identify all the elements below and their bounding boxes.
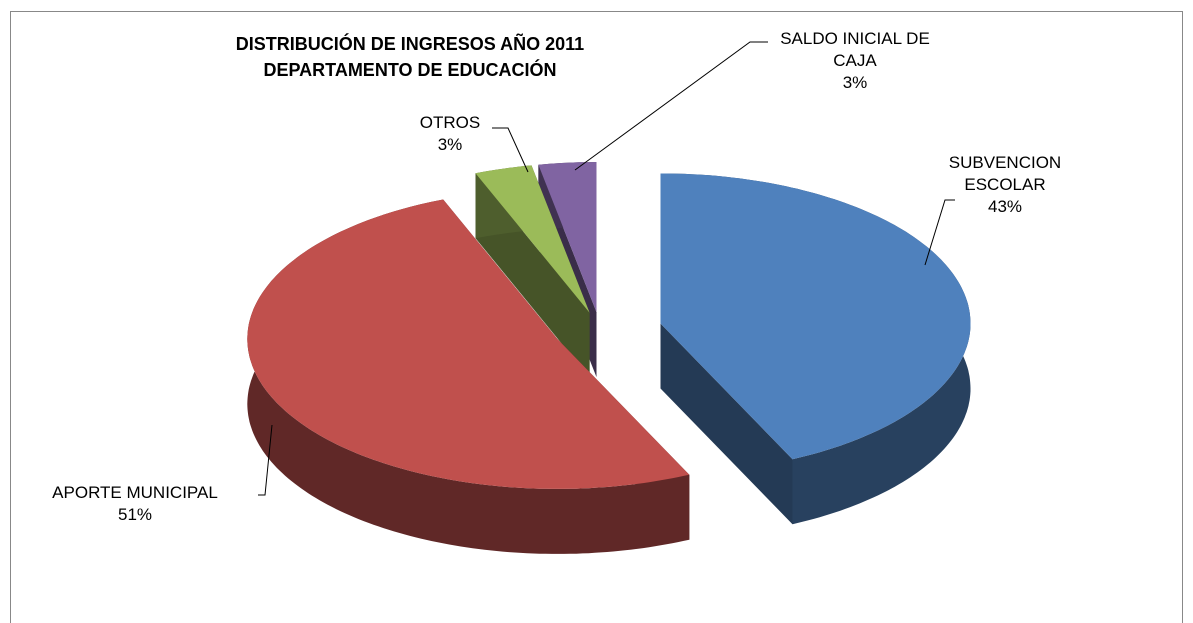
label-name: SALDO INICIAL DE CAJA (780, 29, 930, 70)
label-name: OTROS (419, 113, 481, 132)
data-label: SUBVENCION ESCOLAR 43% (935, 152, 1075, 218)
slice (538, 162, 597, 313)
chart-subtitle: DEPARTAMENTO DE EDUCACIÓN (263, 60, 557, 80)
label-value: 3% (437, 135, 463, 154)
data-label: APORTE MUNICIPAL 51% (5, 482, 265, 526)
leader-line (924, 199, 955, 266)
label-value: 51% (117, 505, 153, 524)
leader-line (258, 424, 273, 496)
data-label: OTROS 3% (400, 112, 500, 156)
label-value: 3% (842, 73, 868, 92)
label-name: APORTE MUNICIPAL (52, 483, 218, 502)
data-label: SALDO INICIAL DE CAJA 3% (760, 28, 950, 94)
slice (660, 173, 971, 460)
leader-line (574, 41, 768, 171)
slice-side (660, 323, 793, 525)
pie (247, 162, 971, 554)
chart-title: DISTRIBUCIÓN DE INGRESOS AÑO 2011 (235, 34, 585, 54)
leaders (258, 41, 955, 496)
leader-line (492, 127, 529, 173)
label-name: SUBVENCION ESCOLAR (948, 153, 1062, 194)
slice (475, 165, 590, 313)
slice (247, 199, 690, 489)
label-value: 43% (987, 197, 1023, 216)
